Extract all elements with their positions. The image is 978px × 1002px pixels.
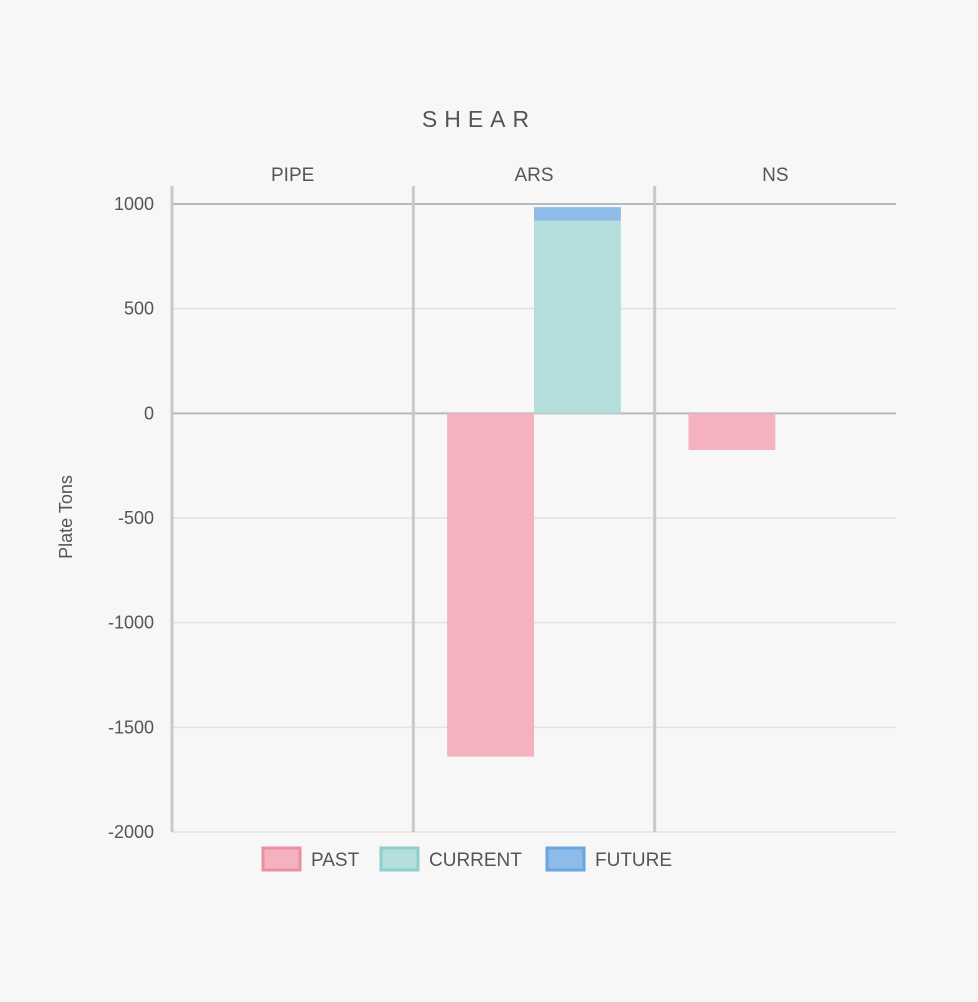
bar-current-ars[interactable] bbox=[534, 220, 621, 414]
x-category-label: ARS bbox=[514, 165, 553, 186]
legend-label-current[interactable]: CURRENT bbox=[429, 850, 522, 871]
legend-label-future[interactable]: FUTURE bbox=[595, 850, 672, 871]
y-tick-label: -2000 bbox=[108, 822, 154, 842]
legend-swatch-current[interactable] bbox=[379, 846, 420, 872]
y-tick-label: 500 bbox=[124, 299, 154, 319]
bar-future-ars[interactable] bbox=[534, 207, 621, 221]
y-axis-label: Plate Tons bbox=[56, 475, 76, 559]
bars-layer bbox=[447, 207, 776, 757]
axis-layer: 1000 500 0 -500 -1000 -1500 -2000 PIPE ARS NS bbox=[108, 165, 789, 842]
y-tick-label: -1500 bbox=[108, 717, 154, 737]
y-tick-label: -500 bbox=[118, 508, 154, 528]
legend-label-past[interactable]: PAST bbox=[311, 850, 360, 871]
x-category-label: PIPE bbox=[271, 165, 314, 186]
y-tick-label: -1000 bbox=[108, 613, 154, 633]
bar-past-ns[interactable] bbox=[688, 413, 776, 450]
legend-swatch-future[interactable] bbox=[545, 846, 586, 872]
chart-title: SHEAR bbox=[421, 106, 537, 132]
legend-swatch-past[interactable] bbox=[261, 846, 302, 872]
x-category-label: NS bbox=[762, 165, 788, 186]
bar-past-ars[interactable] bbox=[447, 413, 534, 757]
legend[interactable]: PAST CURRENT FUTURE bbox=[261, 846, 672, 872]
y-tick-label: 0 bbox=[144, 403, 154, 423]
y-tick-label: 1000 bbox=[114, 194, 154, 214]
